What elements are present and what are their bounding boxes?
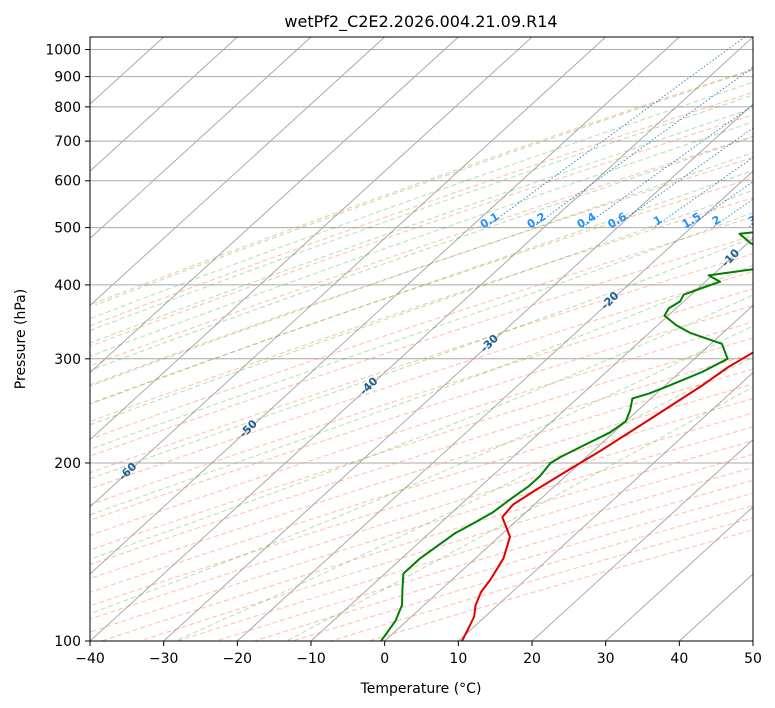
mixing-ratio-label: 3 xyxy=(746,213,759,228)
y-tick-label: 900 xyxy=(54,70,81,86)
x-tick-label: −20 xyxy=(223,651,253,667)
profile-lines xyxy=(380,231,753,641)
x-tick-label: 50 xyxy=(744,651,762,667)
moist-adiabat-line xyxy=(90,94,753,332)
mixing-ratio-label: 2 xyxy=(710,213,723,228)
dry-adiabat-line xyxy=(90,177,753,404)
isotherm-line xyxy=(90,37,459,374)
chart-title: wetPf2_C2E2.2026.004.21.09.R14 xyxy=(284,12,557,32)
moist-adiabat-line xyxy=(90,121,753,357)
x-tick-label: 10 xyxy=(449,651,467,667)
mixing-ratio-line xyxy=(581,104,753,229)
dry-adiabat-label: -70 xyxy=(0,503,19,526)
moist-adiabat-line xyxy=(90,211,753,450)
isotherm-line xyxy=(752,640,753,641)
isotherm-line xyxy=(90,37,386,307)
dry-adiabat-line xyxy=(292,505,753,641)
x-tick-label: 40 xyxy=(670,651,688,667)
moist-adiabat-line xyxy=(90,189,753,426)
isotherm-line xyxy=(90,37,753,641)
y-tick-label: 800 xyxy=(54,100,81,116)
x-tick-label: 20 xyxy=(523,651,541,667)
dry-adiabat-line xyxy=(90,368,753,580)
moist-adiabat-line xyxy=(90,325,753,615)
isotherm-line xyxy=(384,304,753,641)
dry-adiabat-line xyxy=(90,426,753,633)
moist-adiabat-line xyxy=(90,169,753,405)
y-tick-label: 600 xyxy=(54,174,81,190)
isotherm-line xyxy=(90,37,680,575)
dry-adiabat-line xyxy=(177,466,753,641)
dry-adiabat-line xyxy=(90,321,753,536)
mixing-ratio-line xyxy=(485,37,746,229)
y-tick-label: 100 xyxy=(54,634,81,650)
moist-adiabat-line xyxy=(90,264,753,516)
isotherm-line xyxy=(236,170,753,641)
isotherm-line xyxy=(90,37,238,172)
moist-adiabat-line xyxy=(90,107,753,344)
dewpoint-profile-line xyxy=(380,231,753,641)
x-tick-label: −40 xyxy=(75,651,105,667)
moist-adiabat-line xyxy=(90,152,753,387)
isotherm-line xyxy=(90,37,312,240)
y-tick-label: 700 xyxy=(54,134,81,150)
y-tick-label: 300 xyxy=(54,352,81,368)
moist-adiabat-line xyxy=(90,81,753,320)
moist-adiabat-line xyxy=(286,386,753,641)
x-axis-label: Temperature (°C) xyxy=(360,681,482,697)
y-tick-label: 200 xyxy=(54,456,81,472)
background-lines xyxy=(90,37,753,641)
mixing-ratio-line xyxy=(612,127,753,229)
moist-adiabat-line xyxy=(95,69,753,306)
dry-adiabat-line xyxy=(90,68,753,306)
dry-adiabat-line xyxy=(90,114,753,347)
y-tick-label: 1000 xyxy=(45,43,81,59)
plot-frame xyxy=(89,36,754,642)
moist-adiabat-line xyxy=(90,294,753,560)
mixing-ratio-line xyxy=(531,66,753,229)
isotherm-line xyxy=(457,371,753,641)
dry-adiabat-line xyxy=(90,353,753,565)
dry-adiabat-line xyxy=(90,305,753,521)
temperature-profile-line xyxy=(461,351,753,641)
dry-adiabat-line xyxy=(254,492,753,641)
dry-adiabat-line xyxy=(90,337,753,551)
x-tick-label: 0 xyxy=(380,651,389,667)
axis-ticks: −40 −30 −20 −10 0 10 20 30 40 50 1000 900 800 700 600 5… xyxy=(45,43,762,667)
dry-adiabat-line xyxy=(90,288,753,506)
x-tick-label: −10 xyxy=(296,651,326,667)
y-axis-label: Pressure (hPa) xyxy=(13,289,29,389)
dry-adiabat-line xyxy=(90,383,753,593)
moist-adiabat-line xyxy=(90,136,753,371)
moist-adiabat-line xyxy=(90,236,753,480)
x-tick-label: −30 xyxy=(149,651,179,667)
plot-area: 0.10.20.40.611.52346810131620253036-100-… xyxy=(0,37,759,641)
x-tick-label: 30 xyxy=(597,651,615,667)
isotherm-line xyxy=(90,37,533,441)
y-tick-label: 400 xyxy=(54,278,81,294)
dry-adiabat-line xyxy=(90,135,753,367)
isotherm-line xyxy=(531,438,753,641)
isotherm-line xyxy=(163,103,753,641)
mixing-ratio-line xyxy=(748,223,753,229)
y-tick-label: 500 xyxy=(54,221,81,237)
dry-adiabat-line xyxy=(101,440,753,641)
moist-adiabat-line xyxy=(174,356,753,641)
isotherm-line xyxy=(90,37,607,508)
